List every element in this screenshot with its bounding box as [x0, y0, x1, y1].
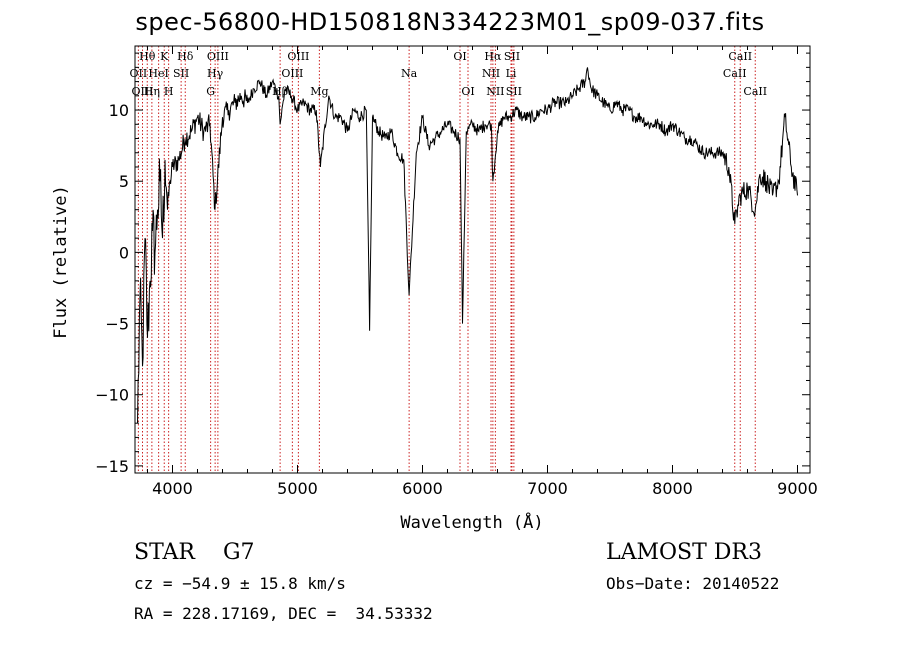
line-label: SII: [506, 85, 522, 98]
y-tick-label: 10: [109, 101, 129, 120]
line-label: CaII: [723, 67, 747, 80]
line-label: Hη: [144, 85, 160, 98]
x-tick-label: 7000: [527, 479, 568, 498]
axis-ticks: 4000 5000 6000 7000 8000 9000 −15 −10 −5 0 5 10: [95, 46, 818, 498]
line-label: SII: [173, 67, 189, 80]
line-label: Hγ: [207, 67, 224, 80]
line-label: OI: [453, 50, 466, 63]
line-label: OII: [130, 67, 148, 80]
y-tick-label: −5: [105, 315, 129, 334]
line-label: Hθ: [139, 50, 156, 63]
x-tick-label: 9000: [777, 479, 818, 498]
line-label: Mg: [310, 85, 328, 98]
line-label: NII: [482, 67, 500, 80]
y-tick-label: 5: [119, 172, 129, 191]
line-label: Li: [506, 67, 517, 80]
x-tick-label: 5000: [277, 479, 318, 498]
line-label: CaII: [728, 50, 752, 63]
chart-title: spec-56800-HD150818N334223M01_sp09-037.f…: [135, 8, 765, 36]
spectrum-line: [137, 67, 798, 424]
line-label: OIII: [281, 67, 303, 80]
line-label: Hδ: [177, 50, 194, 63]
line-label: Hα: [484, 50, 502, 63]
spectrum-chart: 4000 5000 6000 7000 8000 9000 −15 −10 −5 0 5 10 Hθ O…: [51, 45, 818, 533]
plot-frame: [134, 45, 811, 474]
redshift-cz: cz = −54.9 ± 15.8 km/s: [134, 574, 346, 593]
line-label: HeI: [148, 67, 168, 80]
x-tick-label: 4000: [152, 479, 193, 498]
spectral-subclass: G7: [222, 540, 255, 565]
y-tick-label: 0: [119, 243, 129, 262]
x-tick-label: 6000: [402, 479, 443, 498]
star-class: STAR G7: [134, 540, 255, 565]
object-type: STAR: [134, 540, 195, 565]
line-label: Na: [401, 67, 418, 80]
ra-dec-coordinates: RA = 228.17169, DEC = 34.53332: [134, 604, 433, 623]
line-label: OIII: [287, 50, 309, 63]
line-labels: HθOIIOIIIHηHeIKHSIIHδGHγOIIIHβOIIIOIIIMg…: [130, 50, 768, 98]
x-tick-label: 8000: [652, 479, 693, 498]
line-label: CaII: [743, 85, 767, 98]
line-label: K: [160, 50, 169, 63]
line-label: OIII: [131, 85, 153, 98]
line-label: G: [206, 85, 215, 98]
line-label: NII: [486, 85, 504, 98]
observation-date: Obs−Date: 20140522: [606, 574, 780, 593]
y-tick-label: −15: [95, 457, 129, 476]
spectral-line-markers: [137, 46, 756, 473]
line-label: SII: [504, 50, 520, 63]
y-tick-label: −10: [95, 386, 129, 405]
x-axis-label: Wavelength (Å): [400, 511, 543, 533]
survey-name: LAMOST DR3: [606, 540, 762, 565]
line-label: OI: [461, 85, 474, 98]
y-axis-label: Flux (relative): [51, 185, 71, 339]
line-label: H: [164, 85, 174, 98]
line-label: OIII: [207, 50, 229, 63]
line-label: Hβ: [272, 85, 288, 98]
